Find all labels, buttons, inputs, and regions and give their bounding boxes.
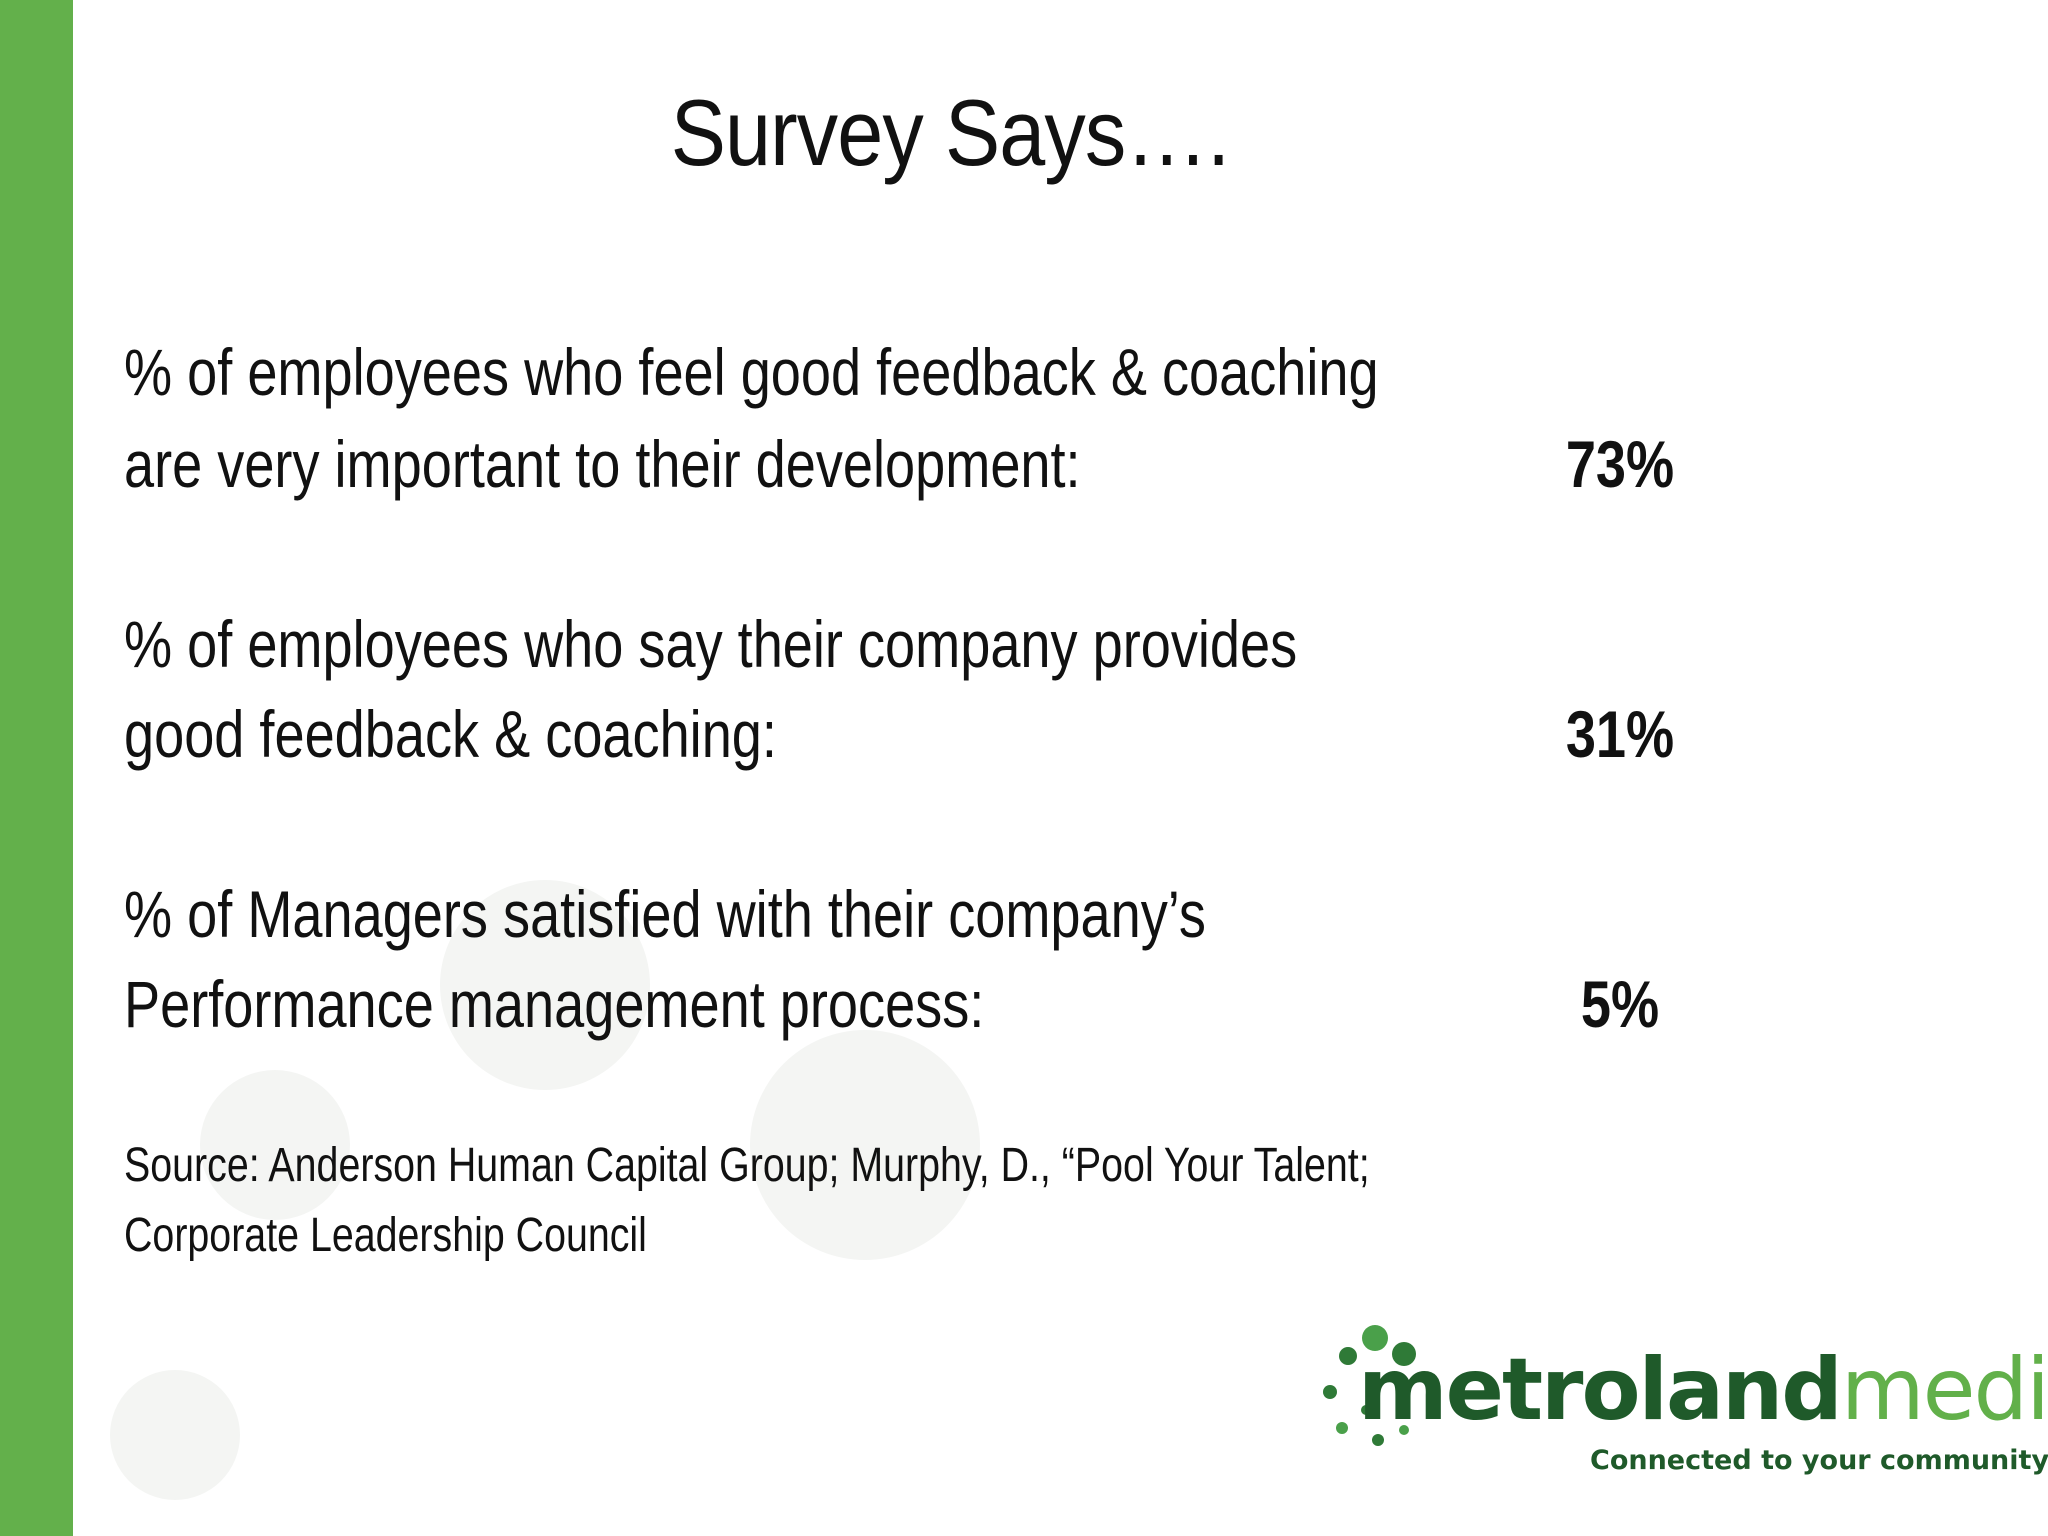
stat-1-label-line2: are very important to their development: (124, 427, 1081, 501)
stat-3-value: 5% (1580, 967, 1660, 1041)
stat-1-label-line1: % of employees who feel good feedback & … (124, 335, 1379, 409)
logo-wordmark: metrolandmedia (1358, 1340, 2048, 1440)
background-circle (440, 880, 650, 1090)
background-circle (200, 1070, 350, 1220)
stat-2-value: 31% (1565, 697, 1675, 771)
logo-wordmark-part2: media (1840, 1340, 2048, 1440)
metroland-media-logo: metrolandmedia Connected to your communi… (1300, 1300, 2048, 1480)
source-citation-line2: Corporate Leadership Council (124, 1209, 647, 1262)
green-accent-bar (0, 0, 73, 1536)
stat-2-label-line2: good feedback & coaching: (124, 697, 777, 771)
stat-2-label-line1: % of employees who say their company pro… (124, 607, 1298, 681)
background-circle (110, 1370, 240, 1500)
stat-3-label-line2: Performance management process: (124, 967, 985, 1041)
source-citation-line1: Source: Anderson Human Capital Group; Mu… (124, 1139, 1370, 1192)
stat-1-value: 73% (1565, 427, 1675, 501)
slide-title: Survey Says…. (670, 80, 1230, 185)
logo-tagline-text: Connected to your community (1590, 1445, 2048, 1476)
logo-tagline: Connected to your community™ (1590, 1438, 2048, 1478)
logo-wordmark-part1: metroland (1358, 1340, 1843, 1440)
background-circle (750, 1030, 980, 1260)
stat-3-label-line1: % of Managers satisfied with their compa… (124, 877, 1206, 951)
logo-dots-icon (1323, 1325, 1416, 1446)
